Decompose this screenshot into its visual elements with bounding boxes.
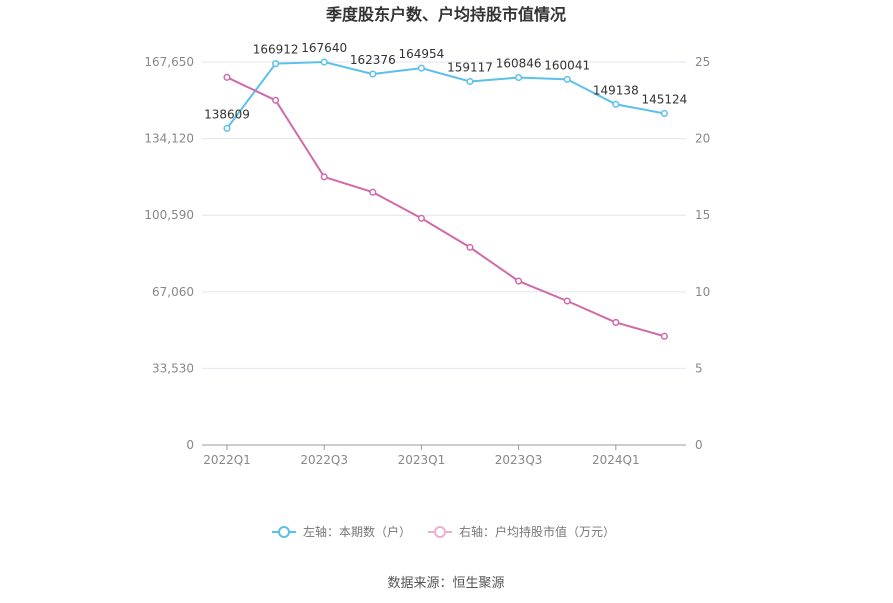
data-point[interactable] xyxy=(272,96,280,104)
x-tick-label: 2023Q3 xyxy=(495,453,543,467)
data-label: 167640 xyxy=(301,41,347,55)
data-point[interactable] xyxy=(660,332,668,340)
data-label: 138609 xyxy=(204,107,250,121)
data-point[interactable] xyxy=(369,188,377,196)
data-label: 160846 xyxy=(496,57,542,71)
data-label: 166912 xyxy=(253,43,299,57)
data-label: 149138 xyxy=(593,83,639,97)
legend-label-right-series: 右轴：户均持股市值（万元） xyxy=(459,524,615,539)
data-label: 159117 xyxy=(447,60,493,74)
data-point[interactable] xyxy=(223,124,231,132)
data-label: 145124 xyxy=(641,92,687,106)
data-point[interactable] xyxy=(660,109,668,118)
left-tick-label: 67,060 xyxy=(152,285,194,299)
left-tick-label: 134,120 xyxy=(144,132,194,146)
x-tick-label: 2023Q1 xyxy=(398,453,446,467)
data-point[interactable] xyxy=(563,75,571,83)
left-tick-label: 33,530 xyxy=(152,361,194,375)
data-point[interactable] xyxy=(515,73,523,82)
right-tick-label: 15 xyxy=(695,208,710,222)
grid xyxy=(202,61,686,369)
data-point[interactable] xyxy=(515,277,523,285)
legend-label-left-series: 左轴：本期数（户） xyxy=(303,524,411,539)
data-point[interactable] xyxy=(466,243,474,251)
legend-item-right-series[interactable]: 右轴：户均持股市值（万元） xyxy=(428,524,615,539)
data-label: 164954 xyxy=(398,47,444,61)
data-label: 160041 xyxy=(544,58,590,72)
series-line-right xyxy=(226,76,665,338)
data-point[interactable] xyxy=(320,173,328,181)
data-point[interactable] xyxy=(320,58,328,66)
x-tick-label: 2022Q3 xyxy=(300,453,348,467)
right-tick-label: 0 xyxy=(695,438,703,452)
right-tick-label: 20 xyxy=(695,132,710,146)
left-axis: 0 33,530 67,060 100,590 134,120 167,650 xyxy=(144,55,194,452)
left-tick-label: 100,590 xyxy=(144,208,194,222)
right-tick-label: 25 xyxy=(695,55,710,69)
data-point[interactable] xyxy=(417,214,425,222)
legend: 左轴：本期数（户） 右轴：户均持股市值（万元） xyxy=(272,524,615,539)
right-tick-label: 10 xyxy=(695,285,710,299)
x-tick-label: 2022Q1 xyxy=(203,453,251,467)
data-point[interactable] xyxy=(417,64,425,72)
right-axis: 0 5 10 15 20 25 xyxy=(695,55,710,452)
data-point[interactable] xyxy=(369,70,377,78)
x-tick-label: 2024Q1 xyxy=(592,453,640,467)
data-point[interactable] xyxy=(612,318,620,326)
data-point[interactable] xyxy=(223,73,231,81)
x-axis: 2022Q1 2022Q3 2023Q1 2023Q3 2024Q1 xyxy=(202,444,686,467)
data-point[interactable] xyxy=(466,77,474,86)
data-point[interactable] xyxy=(272,60,280,68)
left-tick-label: 167,650 xyxy=(144,55,194,69)
data-point[interactable] xyxy=(612,100,620,108)
series-line-left xyxy=(226,61,665,129)
data-point[interactable] xyxy=(563,297,571,305)
series-lines xyxy=(223,58,668,340)
legend-item-left-series[interactable]: 左轴：本期数（户） xyxy=(272,524,411,539)
left-tick-label: 0 xyxy=(186,438,194,452)
data-source: 数据来源：恒生聚源 xyxy=(387,576,504,591)
data-label: 162376 xyxy=(350,53,396,67)
chart-title: 季度股东户数、户均持股市值情况 xyxy=(325,5,566,24)
right-tick-label: 5 xyxy=(695,361,703,375)
